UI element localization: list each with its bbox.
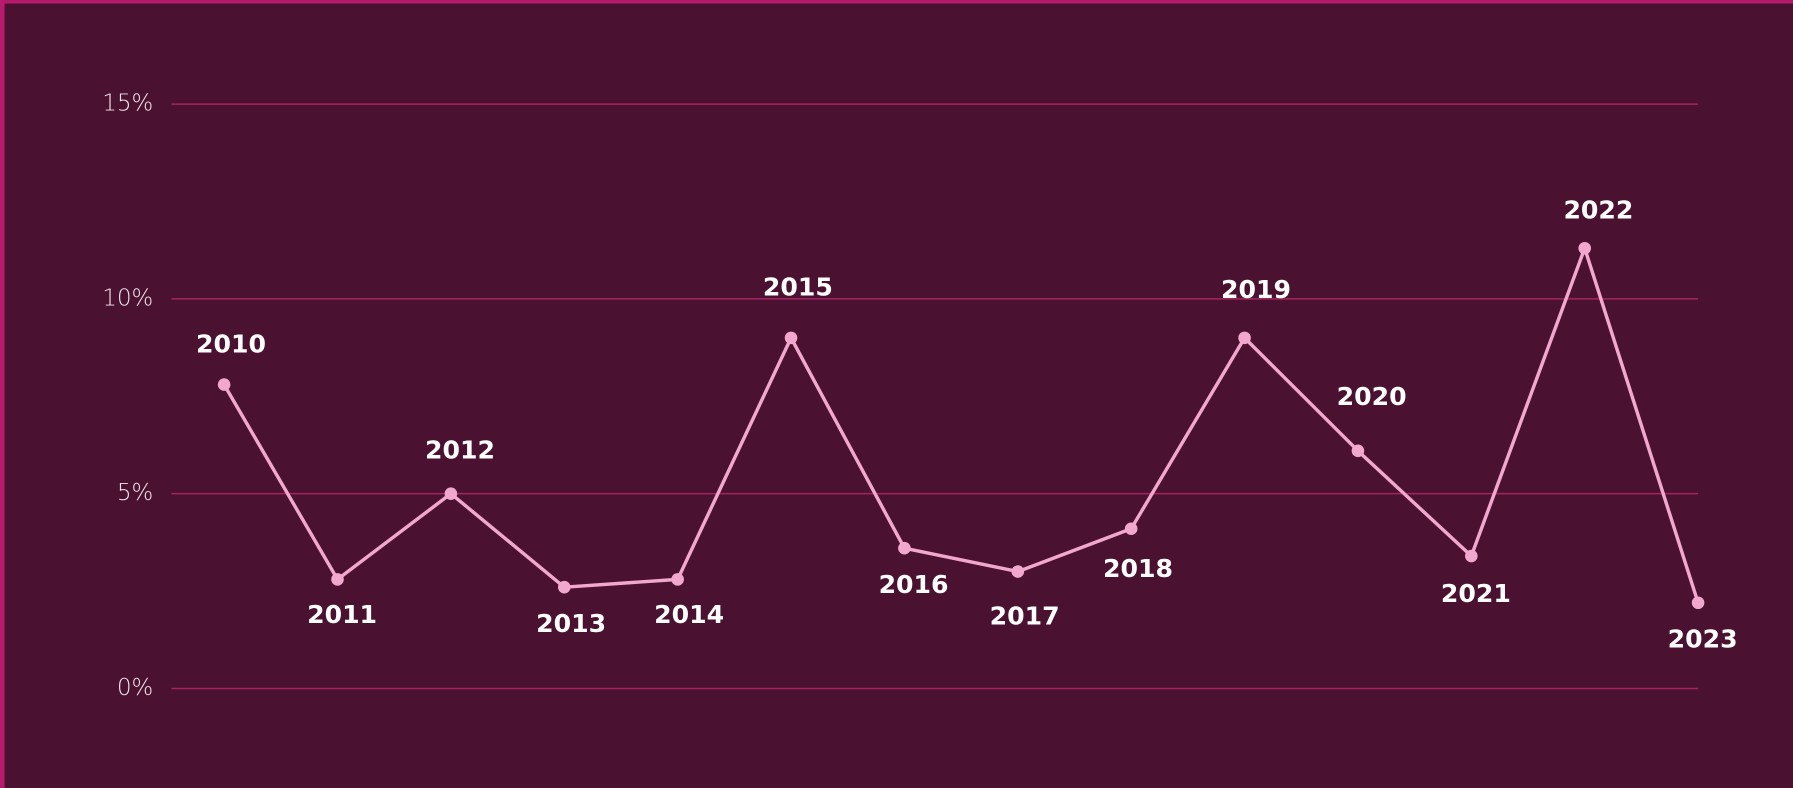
y-tick-label: 15%	[102, 91, 153, 117]
year-label: 2021	[1441, 579, 1511, 608]
point	[1578, 241, 1591, 255]
left-border	[0, 0, 5, 788]
year-label: 2020	[1337, 382, 1407, 411]
point	[1351, 444, 1365, 458]
year-label: 2018	[1103, 554, 1173, 583]
top-border	[0, 0, 1793, 4]
year-label: 2023	[1668, 624, 1738, 653]
y-tick-label: 10%	[102, 285, 153, 311]
point	[1011, 565, 1025, 578]
point	[217, 378, 231, 391]
point	[331, 573, 344, 586]
point	[671, 573, 684, 586]
point	[784, 331, 798, 345]
year-label: 2017	[990, 601, 1060, 630]
line	[222, 246, 1700, 604]
point	[898, 541, 911, 555]
y-tick-label: 0%	[117, 675, 153, 701]
year-label: 2015	[763, 273, 833, 302]
year-label: 2016	[879, 570, 949, 599]
y-tick-label: 5%	[117, 480, 153, 506]
year-label: 2013	[536, 609, 606, 638]
point	[1124, 522, 1138, 536]
point	[444, 487, 458, 500]
year-label: 2012	[425, 435, 495, 464]
year-label: 2019	[1221, 275, 1291, 304]
point	[1238, 331, 1251, 345]
year-label: 2014	[654, 600, 724, 629]
point	[557, 580, 571, 594]
point	[1465, 549, 1478, 563]
year-label: 2011	[307, 600, 377, 629]
year-label: 2022	[1563, 196, 1633, 225]
point	[1691, 596, 1705, 610]
year-label: 2010	[196, 330, 266, 359]
